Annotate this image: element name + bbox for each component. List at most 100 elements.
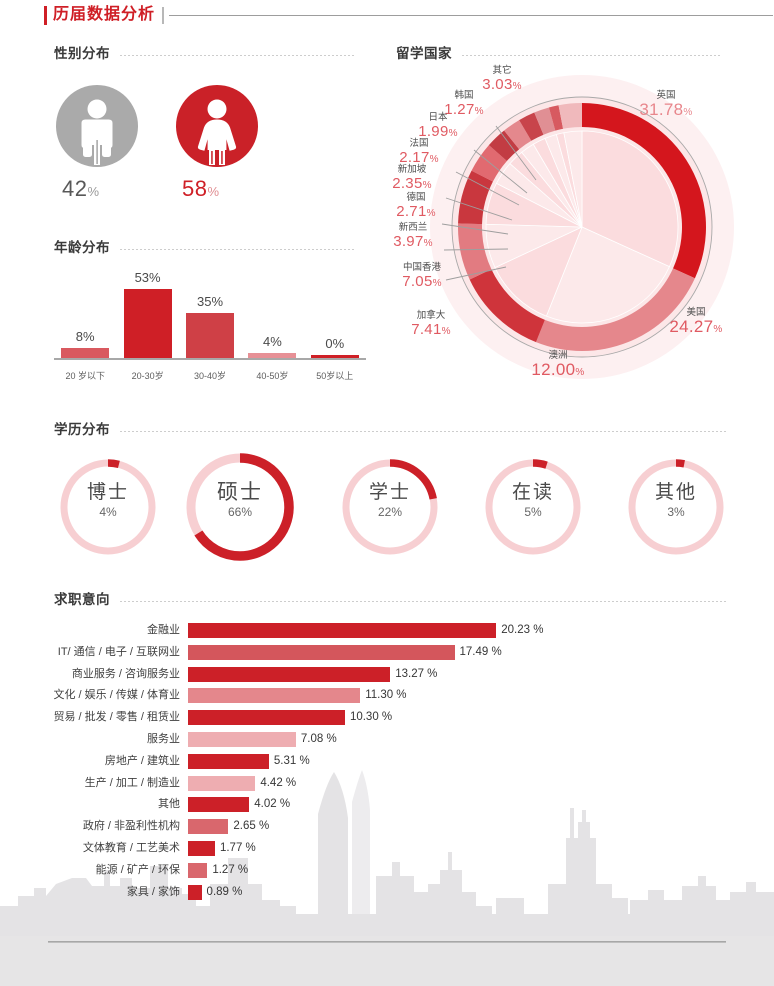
donut-category: 其他 <box>654 482 697 503</box>
job-category-label: 其他 <box>158 798 180 811</box>
job-category-label: 文体教育 / 工艺美术 <box>82 842 180 854</box>
pie-label-value: 12.00% <box>531 360 585 379</box>
pie-label-name: 中国香港 <box>402 262 441 273</box>
pie-leader-line <box>441 223 509 235</box>
pie-label-value: 2.17% <box>399 149 439 166</box>
section-header-country: 留学国家 <box>396 42 726 62</box>
job-bar <box>188 623 497 638</box>
job-bar <box>188 819 229 835</box>
job-bar-row: 文体教育 / 工艺美术 1.77 % <box>0 838 774 859</box>
donut-caption: 硕士 66% <box>185 481 295 520</box>
donut-category: 博士 <box>86 482 129 503</box>
pie-leader-line <box>495 125 537 181</box>
header-rule <box>169 14 774 16</box>
header-accent-right <box>162 6 165 24</box>
pie-label: 其它 3.03% <box>470 65 534 95</box>
section-header-age: 年龄分布 <box>54 236 354 256</box>
job-category-label: IT/ 通信 / 电子 / 互联网业 <box>57 645 180 658</box>
donut-gauge <box>186 453 294 561</box>
job-category-label: 服务业 <box>147 733 180 745</box>
section-dots <box>119 430 726 432</box>
section-dots <box>119 54 354 56</box>
education-donut-2: 学士 22% <box>340 457 440 557</box>
job-category-label: 能源 / 矿产 / 环保 <box>95 863 180 876</box>
age-bar <box>186 312 234 358</box>
male-icon <box>56 85 138 167</box>
section-title-country: 留学国家 <box>396 46 452 61</box>
job-bar <box>188 710 345 726</box>
page-header: 历届数据分析 <box>44 4 774 26</box>
section-title-job: 求职意向 <box>54 592 110 607</box>
education-donut-row: 博士 4% 硕士 66% 学士 22% 在读 5% 其他 3% <box>0 452 774 572</box>
pie-label: 法国 2.17% <box>387 138 451 168</box>
job-bar <box>188 644 455 660</box>
donut-value: 4% <box>99 505 117 519</box>
age-bar <box>61 347 110 358</box>
section-title-gender: 性别分布 <box>54 46 110 61</box>
job-bar-row: 房地产 / 建筑业 5.31 % <box>0 751 774 772</box>
education-donut-3: 在读 5% <box>483 457 583 557</box>
job-category-label: 文化 / 娱乐 / 传媒 / 体育业 <box>53 689 180 702</box>
job-bar-row: 服务业 7.08 % <box>0 729 774 750</box>
job-bar <box>188 862 208 878</box>
donut-value: 3% <box>667 505 685 519</box>
pie-label-value: 1.27% <box>444 101 484 118</box>
pie-label-name: 韩国 <box>454 90 474 101</box>
education-donut-4: 其他 3% <box>626 457 726 557</box>
section-dots <box>461 54 721 56</box>
pie-label: 英国 31.78% <box>624 90 708 121</box>
pie-leader-line <box>445 197 513 221</box>
job-bar <box>188 688 361 704</box>
job-bar-value: 13.27 % <box>395 667 438 680</box>
job-category-label: 生产 / 加工 / 制造业 <box>84 776 180 789</box>
age-category-label: 40-50岁 <box>256 371 289 381</box>
male-percentage: 42% <box>62 176 100 201</box>
job-bar-value: 10.30 % <box>349 711 393 724</box>
pie-leader-line <box>455 171 520 206</box>
section-dots <box>119 248 354 250</box>
section-dots <box>119 600 726 602</box>
age-bar <box>310 355 359 358</box>
pie-label: 日本 1.99% <box>406 112 470 142</box>
pie-label-name: 新西兰 <box>398 222 428 233</box>
age-category-label: 50岁以上 <box>316 371 354 381</box>
female-percentage: 58% <box>182 176 220 201</box>
age-category-label: 30-40岁 <box>193 371 227 381</box>
age-category-label: 20 岁以下 <box>65 371 105 381</box>
pie-label: 澳洲 12.00% <box>518 350 598 381</box>
age-bar-value: 53% <box>134 270 161 286</box>
job-bar-value: 0.89 % <box>206 885 243 898</box>
job-bar-value: 4.42 % <box>260 776 297 789</box>
pie-label: 美国 24.27% <box>654 307 738 338</box>
job-bar-row: 文化 / 娱乐 / 传媒 / 体育业 11.30 % <box>0 685 774 706</box>
pie-leader-line <box>445 266 507 281</box>
education-donut-0: 博士 4% <box>58 457 158 557</box>
job-bar-value: 11.30 % <box>365 689 407 702</box>
pie-label-name: 法国 <box>409 138 429 149</box>
job-bar <box>188 841 215 856</box>
footer-rule <box>48 941 726 943</box>
pie-label-value: 7.05% <box>402 273 442 290</box>
pie-label-value: 3.97% <box>393 233 433 250</box>
age-axis <box>54 358 366 360</box>
donut-category: 在读 <box>511 482 554 503</box>
pie-label-value: 1.99% <box>418 123 458 140</box>
donut-gauge <box>485 459 581 555</box>
donut-caption: 其他 3% <box>626 481 726 520</box>
donut-gauge <box>342 459 438 555</box>
pie-label-name: 其它 <box>492 65 512 76</box>
job-bar-row: 能源 / 矿产 / 环保 1.27 % <box>0 860 774 881</box>
female-glyph <box>197 99 237 165</box>
age-distribution-chart: 8% 20 岁以下 53% 20-30岁 35% 30-40岁 4% 40-50岁 0% 50岁以… <box>54 262 366 381</box>
pie-label-name: 澳洲 <box>548 350 568 361</box>
job-bar-value: 20.23 % <box>501 624 544 636</box>
donut-category: 学士 <box>368 482 411 503</box>
section-header-job: 求职意向 <box>54 588 726 608</box>
job-bar <box>188 732 296 747</box>
pie-label-value: 2.71% <box>396 203 436 220</box>
job-category-label: 房地产 / 建筑业 <box>104 754 180 767</box>
job-bar-value: 1.77 % <box>219 842 256 854</box>
pie-svg <box>430 75 734 379</box>
job-bar-value: 5.31 % <box>273 754 310 767</box>
job-bar-row: 政府 / 非盈利性机构 2.65 % <box>0 816 774 837</box>
